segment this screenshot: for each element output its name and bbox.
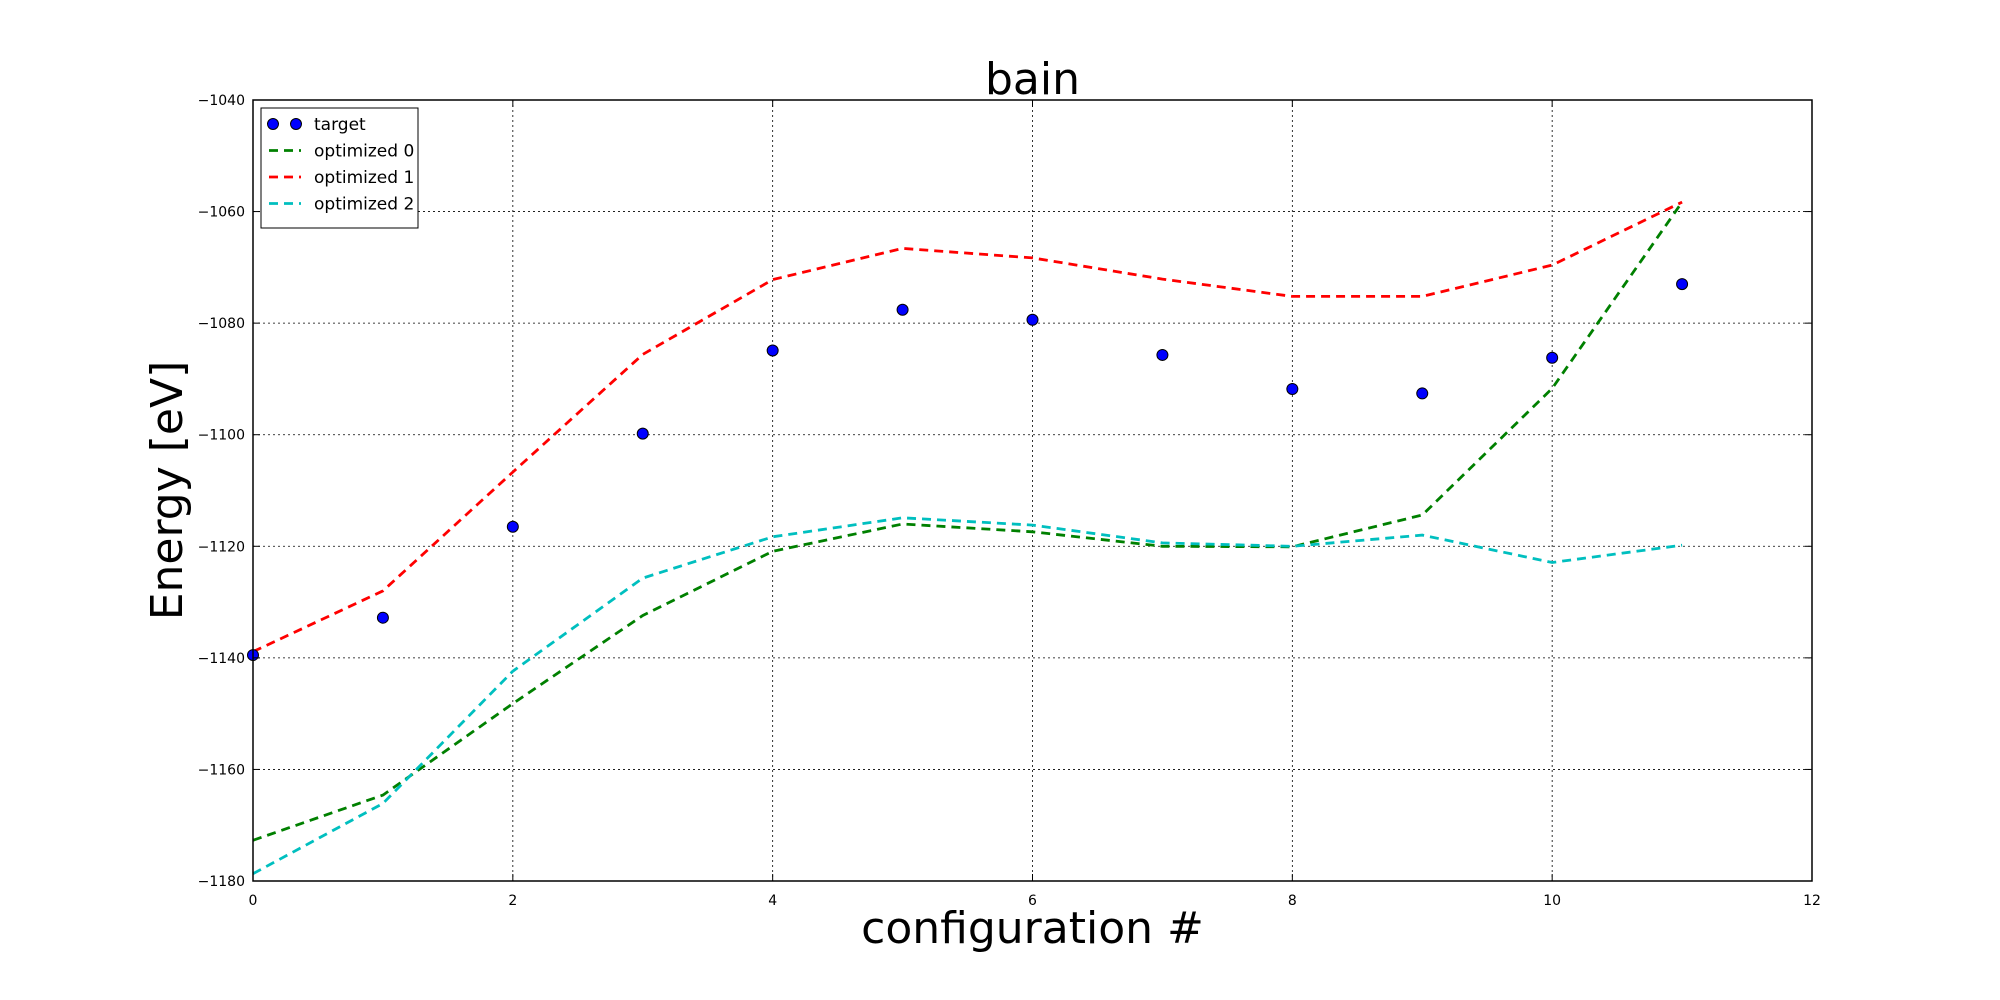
data-point-target [896,303,909,316]
data-point-target [1026,313,1039,326]
x-tick-label: 0 [249,893,258,909]
legend-label-target: target [314,115,366,135]
grid-layer [253,100,1812,881]
legend-marker-target [267,118,279,130]
y-tick-label: −1160 [198,762,245,778]
data-point-target [1546,351,1559,364]
x-tick-label: 12 [1803,893,1821,909]
data-point-target [376,611,389,624]
x-tick-label: 10 [1543,893,1561,909]
y-axis-label: Energy [eV] [142,361,193,621]
series-line-optimized-0 [252,201,1684,842]
x-axis-label: configuration # [861,903,1204,954]
series-line-optimized-2 [252,516,1683,875]
legend-box [260,107,419,229]
data-point-target [636,427,649,440]
y-tick-label: −1040 [198,93,245,109]
legend-label-optimized-1: optimized 1 [314,168,414,188]
y-tick-label: −1180 [198,874,245,890]
x-tick-label: 8 [1288,893,1297,909]
data-point-target [1676,278,1689,291]
legend-label-optimized-2: optimized 2 [314,195,414,215]
y-tick-label: −1080 [198,316,245,332]
legend-label-optimized-0: optimized 0 [314,142,414,162]
legend-marker-target [290,118,302,130]
y-tick-label: −1100 [198,428,245,444]
legend: target optimized 0 optimized 1 optimized 2 [260,107,419,229]
series-layer [247,200,1689,875]
data-point-target [1156,348,1169,361]
x-tick-label: 2 [508,893,517,909]
series-line-optimized-1 [252,200,1683,653]
data-point-target [1416,387,1429,400]
x-tick-label: 4 [768,893,777,909]
data-point-target [766,344,779,357]
x-tick-label: 6 [1028,893,1037,909]
data-point-target [1286,382,1299,395]
y-tick-label: −1120 [198,539,245,555]
ticks-layer: 0 2 4 6 8 10 12 −1180 −1160 −1140 −1120 −1100 −1080 −… [198,93,1821,909]
y-tick-label: −1140 [198,651,245,667]
data-point-target [506,520,519,533]
chart-title: bain [985,54,1080,105]
y-tick-label: −1060 [198,205,245,221]
